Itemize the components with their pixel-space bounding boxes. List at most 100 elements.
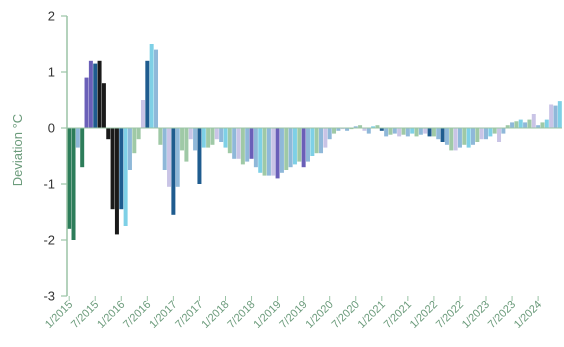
bar — [371, 126, 376, 128]
bar — [340, 128, 345, 130]
x-tick-label: 1/2021 — [356, 299, 388, 331]
bar — [453, 128, 458, 151]
bar — [219, 128, 224, 142]
bar — [336, 128, 341, 131]
bar — [345, 128, 350, 131]
bar — [353, 126, 358, 128]
bar — [497, 128, 502, 142]
y-tick-label: -1 — [43, 177, 55, 192]
bar — [188, 128, 193, 140]
bar — [288, 128, 293, 168]
bar — [492, 128, 497, 134]
bar — [349, 128, 354, 130]
bar — [449, 128, 454, 151]
bar — [536, 125, 541, 128]
bar — [197, 128, 202, 184]
bar — [375, 125, 380, 128]
bar — [201, 128, 206, 148]
bar — [275, 128, 280, 179]
bar — [457, 128, 462, 148]
x-tick-label: 1/2019 — [251, 299, 283, 331]
bar — [431, 128, 436, 137]
bar — [180, 128, 185, 151]
bar — [305, 128, 310, 162]
y-tick-label: 0 — [48, 121, 55, 136]
bar — [401, 128, 406, 135]
bar — [414, 128, 419, 137]
bar — [210, 128, 215, 145]
bar — [149, 44, 154, 128]
x-tick-label: 7/2018 — [225, 299, 257, 331]
bar — [527, 119, 532, 128]
bar — [114, 128, 119, 235]
bar — [88, 60, 93, 128]
bar — [470, 128, 475, 145]
bar — [67, 128, 72, 229]
bar — [84, 77, 89, 128]
x-tick-label: 1/2017 — [147, 299, 179, 331]
x-tick-label: 7/2015 — [69, 299, 101, 331]
bar — [510, 122, 515, 128]
bar — [214, 128, 219, 140]
bar — [314, 128, 319, 154]
bar — [245, 128, 250, 162]
bar — [106, 128, 111, 140]
bar — [249, 128, 254, 159]
bar — [332, 128, 337, 134]
bar — [384, 128, 389, 137]
bar — [518, 119, 523, 128]
bar — [132, 128, 137, 154]
bar — [223, 128, 228, 148]
bar — [80, 128, 85, 168]
bar — [236, 128, 241, 159]
bar — [479, 128, 484, 140]
bar — [123, 128, 128, 226]
bar — [184, 128, 189, 162]
bar — [271, 128, 276, 176]
bar — [553, 105, 558, 128]
y-tick-label: 2 — [48, 9, 55, 24]
bar — [240, 128, 245, 165]
bar — [171, 128, 176, 215]
bar — [101, 83, 106, 128]
x-tick-label: 1/2023 — [460, 299, 492, 331]
bar — [75, 128, 80, 148]
bar — [145, 60, 150, 128]
bar — [71, 128, 76, 240]
bar — [297, 128, 302, 162]
bar — [301, 128, 306, 168]
bar — [266, 128, 271, 176]
bar — [423, 128, 428, 134]
bar — [110, 128, 115, 210]
x-tick-label: 7/2023 — [486, 299, 518, 331]
bar — [514, 121, 519, 128]
bar — [523, 122, 528, 128]
bar — [362, 128, 367, 131]
bar — [466, 128, 471, 148]
y-tick-label: 1 — [48, 65, 55, 80]
bar — [557, 101, 562, 128]
x-tick-label: 7/2019 — [277, 299, 309, 331]
bar — [427, 128, 432, 137]
x-ticks: 1/20157/20151/20167/20161/20177/20171/20… — [43, 296, 544, 331]
bar — [436, 128, 441, 140]
bar — [93, 63, 98, 128]
bar — [162, 128, 167, 170]
x-tick-label: 1/2020 — [304, 299, 336, 331]
bar — [358, 125, 363, 128]
x-tick-label: 7/2022 — [434, 299, 466, 331]
x-tick-label: 1/2018 — [199, 299, 231, 331]
bar — [388, 128, 393, 135]
x-tick-label: 1/2024 — [512, 299, 544, 331]
bar — [206, 128, 211, 148]
bar — [136, 128, 141, 140]
x-tick-label: 7/2016 — [121, 299, 153, 331]
bar — [405, 128, 410, 137]
y-axis-label: Deviation °C — [10, 114, 25, 186]
bar — [154, 49, 159, 128]
bar — [292, 128, 297, 165]
x-tick-label: 7/2020 — [330, 299, 362, 331]
bar — [227, 128, 232, 154]
bar — [119, 128, 124, 210]
y-ticks: -3 -2 -1 0 1 2 — [43, 9, 67, 304]
